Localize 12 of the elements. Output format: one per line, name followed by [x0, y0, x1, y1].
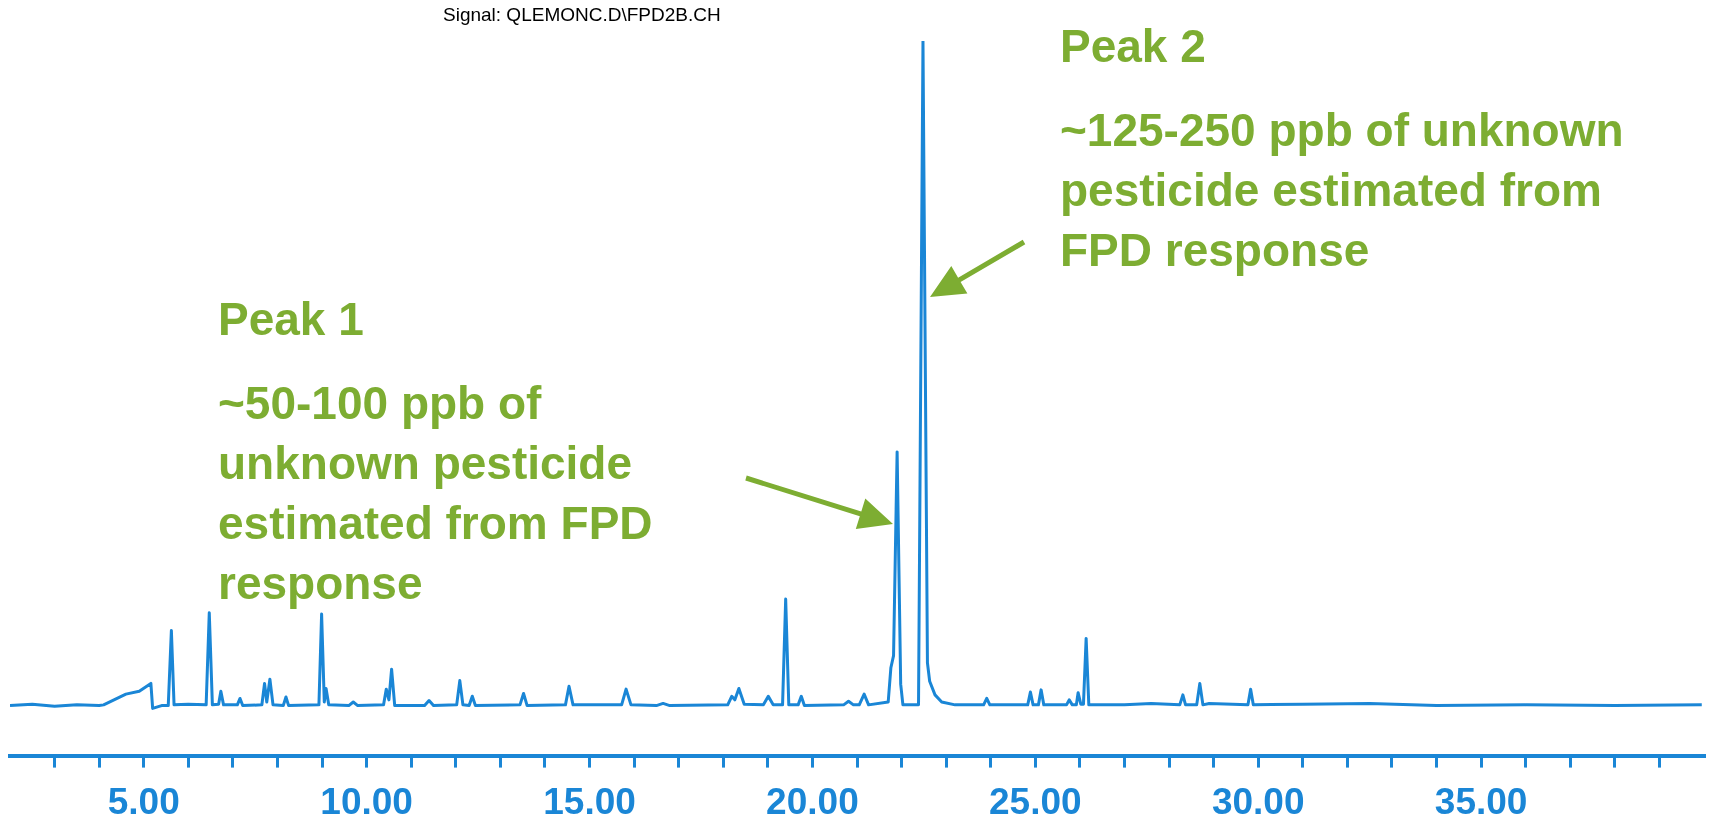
annotation: Peak 1: [218, 292, 365, 347]
annotation: Peak 2: [1060, 19, 1207, 74]
text: Signal: QLEMONC.D\FPD2B.CH: [443, 3, 722, 27]
annotation: ~125-250 ppb of unknown pesticide estimated from FPD response: [1060, 103, 1625, 278]
x-tick-label: 30.00: [1211, 781, 1305, 822]
x-tick-label: 20.00: [766, 781, 859, 822]
annotation: ~50-100 ppb of unknown pesticide estimated from FPD response: [218, 376, 654, 611]
x-tick-label: 15.00: [543, 781, 636, 822]
x-tick-label: 5.00: [107, 781, 180, 822]
x-tick-label: 10.00: [320, 781, 413, 822]
x-tick-label: 25.00: [989, 781, 1082, 822]
x-tick-label: 35.00: [1434, 781, 1528, 822]
